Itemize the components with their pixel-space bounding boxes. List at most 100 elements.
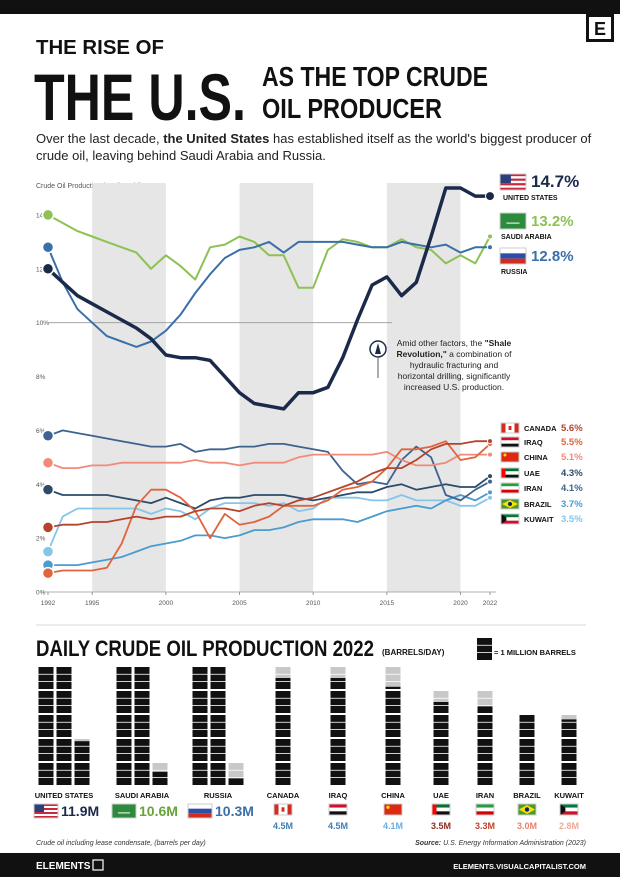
barrel <box>210 763 226 785</box>
flag-part <box>508 502 512 506</box>
annotation: Amid other factors, the "Shale Revolutio… <box>392 338 516 393</box>
x-tick-label: IRAQ <box>329 791 348 800</box>
flag-part <box>517 803 537 816</box>
flag <box>383 803 403 816</box>
barrel <box>275 763 291 785</box>
flag-part <box>501 443 519 447</box>
flag <box>499 173 527 191</box>
barrel <box>330 678 346 689</box>
barrel <box>38 691 54 713</box>
flag-part <box>500 183 526 186</box>
flag-part <box>501 520 519 524</box>
flag-part <box>501 440 519 444</box>
end-marker <box>487 233 493 240</box>
barrel <box>561 719 577 737</box>
end-label: 14.7% <box>531 172 579 191</box>
end-marker <box>487 494 493 501</box>
end-marker <box>487 489 493 496</box>
legend-label: IRAQ <box>524 438 543 447</box>
flag-part <box>501 474 519 478</box>
barrel <box>56 739 72 761</box>
legend-text: = 1 MILLION BARRELS <box>494 648 576 657</box>
barrel <box>38 739 54 761</box>
flag-part <box>476 807 494 812</box>
bar <box>433 691 449 785</box>
x-tick-label: SAUDI ARABIA <box>115 791 170 800</box>
barrel <box>561 763 577 785</box>
end-label: 3.5% <box>561 514 583 525</box>
flag-part <box>500 513 520 525</box>
flag-part <box>281 807 285 812</box>
value-label: 2.8M <box>559 821 579 831</box>
flag-part <box>34 814 58 816</box>
barrel <box>519 739 535 761</box>
flag <box>499 247 527 265</box>
x-tick-label: BRAZIL <box>513 791 541 800</box>
flag-part <box>500 253 526 259</box>
flag <box>499 212 527 230</box>
barrel <box>330 763 346 785</box>
barrel <box>385 715 401 737</box>
value-label: 4.1M <box>383 821 403 831</box>
x-tick-label: 1992 <box>41 600 56 607</box>
barrel <box>56 763 72 785</box>
section-subtitle: (BARRELS/DAY) <box>382 648 445 657</box>
flag-part <box>508 426 512 430</box>
flag <box>111 803 137 819</box>
barrel <box>275 678 291 689</box>
flag-part <box>500 498 520 510</box>
barrel <box>433 702 449 713</box>
barrel <box>561 739 577 761</box>
subtitle: Over the last decade, the United States … <box>36 130 596 164</box>
flag-part <box>500 178 526 181</box>
flag-part <box>500 187 526 190</box>
barrel <box>116 739 132 761</box>
x-tick-label: IRAN <box>476 791 494 800</box>
flag-part <box>329 807 347 812</box>
bar <box>561 715 577 785</box>
flag-part <box>34 808 58 810</box>
kicker: THE RISE OF <box>36 37 164 59</box>
end-label: 5.5% <box>561 437 583 448</box>
flag <box>500 467 520 479</box>
x-tick-label: CANADA <box>267 791 300 800</box>
value-label: 4.5M <box>273 821 293 831</box>
legend-label: UNITED STATES <box>503 195 558 202</box>
flag-part <box>273 803 293 816</box>
barrel <box>385 739 401 761</box>
barrel <box>56 715 72 737</box>
flag-part <box>514 423 519 433</box>
barrel <box>477 739 493 761</box>
end-marker <box>487 244 493 251</box>
flag-part <box>503 453 507 457</box>
flag-part <box>33 803 59 819</box>
barrel <box>385 691 401 713</box>
series-line <box>47 214 491 289</box>
barrel <box>385 686 401 689</box>
flag-part <box>499 173 527 191</box>
flag-part <box>524 807 530 812</box>
value-label: 10.6M <box>139 803 178 819</box>
x-tick-label: 2010 <box>306 600 321 607</box>
brand-icon <box>92 859 104 871</box>
barrel <box>116 691 132 713</box>
flag-part <box>500 467 520 479</box>
barrel <box>192 739 208 761</box>
series-line <box>46 186 490 411</box>
flag-part <box>274 804 279 815</box>
start-marker <box>41 483 55 496</box>
end-marker <box>485 191 495 202</box>
flag-part <box>34 804 45 812</box>
flag-part <box>432 811 450 815</box>
start-marker <box>41 566 55 580</box>
flag-part <box>187 803 213 819</box>
bar <box>116 667 168 785</box>
flag-part <box>501 514 519 518</box>
barrel <box>134 763 150 785</box>
flag-part <box>476 811 494 815</box>
legend-barrel <box>477 638 492 660</box>
barrel <box>134 739 150 761</box>
flag-part <box>500 174 526 177</box>
flag <box>475 803 495 816</box>
